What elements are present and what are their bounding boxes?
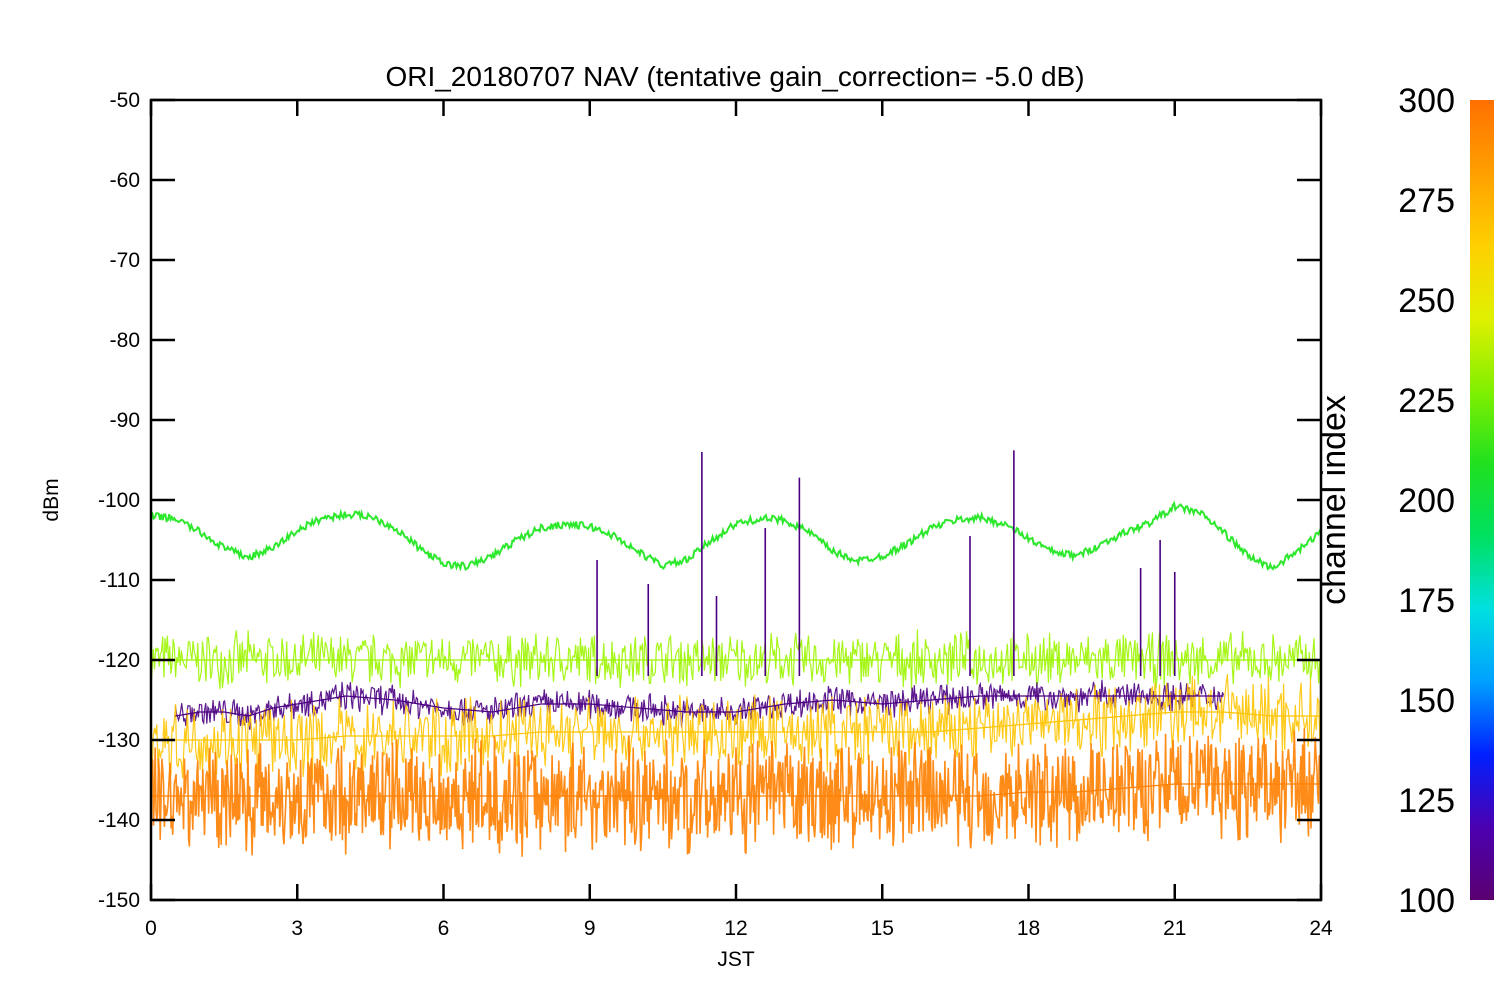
y-tick-label: -150 xyxy=(98,889,140,912)
x-tick-label: 0 xyxy=(145,917,157,940)
colorbar-tick-label: 100 xyxy=(1398,882,1455,920)
noise-band xyxy=(151,629,1321,690)
x-tick-label: 3 xyxy=(291,917,303,940)
y-tick-label: -130 xyxy=(98,729,140,752)
x-tick-label: 18 xyxy=(1017,917,1040,940)
x-axis-label: JST xyxy=(717,948,755,971)
x-tick-label: 9 xyxy=(584,917,596,940)
y-tick-label: -80 xyxy=(110,329,140,352)
colorbar-tick-label: 300 xyxy=(1398,82,1455,120)
noise-band-layer xyxy=(151,629,1321,857)
x-tick-label: 21 xyxy=(1163,917,1186,940)
series-line xyxy=(175,695,1224,717)
y-tick-label: -140 xyxy=(98,809,140,832)
x-tick-label: 6 xyxy=(438,917,450,940)
y-tick-label: -110 xyxy=(100,569,140,592)
y-axis-label: dBm xyxy=(40,478,63,521)
y-axis: -50 -60 -70 -80 -90 -100 -110 -120 -130 -140 -150 xyxy=(98,89,1321,912)
colorbar-tick-label: 175 xyxy=(1398,582,1455,620)
series-layer xyxy=(151,500,1321,797)
series-line xyxy=(151,500,1321,572)
colorbar-ticks: 300 275 250 225 200 175 150 125 100 xyxy=(1398,82,1455,920)
colorbar-tick-label: 200 xyxy=(1398,482,1455,520)
colorbar-tick-label: 225 xyxy=(1398,382,1455,420)
noise-band xyxy=(151,728,1321,857)
colorbar-tick-label: 150 xyxy=(1398,682,1455,720)
y-tick-label: -120 xyxy=(98,649,140,672)
y-tick-label: -50 xyxy=(110,89,140,112)
series-line xyxy=(151,711,1321,741)
x-tick-label: 12 xyxy=(724,917,747,940)
colorbar xyxy=(1470,100,1494,900)
y-tick-label: -60 xyxy=(110,169,140,192)
spike-layer xyxy=(596,450,1176,676)
y-tick-label: -100 xyxy=(98,489,140,512)
y-tick-label: -70 xyxy=(110,249,140,272)
plot-area xyxy=(151,450,1321,857)
colorbar-tick-label: 250 xyxy=(1398,282,1455,320)
x-axis: 0 3 6 9 12 15 18 21 24 xyxy=(145,100,1333,940)
chart-title: ORI_20180707 NAV (tentative gain_correct… xyxy=(385,61,1084,92)
x-tick-label: 24 xyxy=(1309,917,1333,940)
y-tick-label: -90 xyxy=(110,409,140,432)
x-tick-label: 15 xyxy=(871,917,894,940)
noise-band xyxy=(151,673,1321,780)
colorbar-tick-label: 125 xyxy=(1398,782,1455,820)
colorbar-tick-label: 275 xyxy=(1398,182,1455,220)
colorbar-title: channel index xyxy=(1315,395,1353,605)
series-line xyxy=(151,783,1321,797)
